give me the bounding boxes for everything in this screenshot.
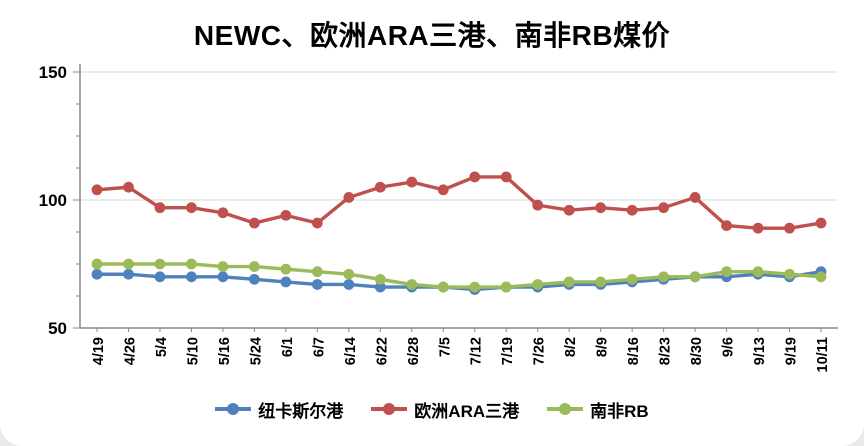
data-point	[469, 171, 481, 183]
data-point	[469, 281, 481, 293]
x-tick-label: 6/7	[311, 337, 327, 357]
data-point	[437, 184, 449, 196]
x-tick-label: 8/16	[626, 337, 642, 365]
data-point	[123, 258, 134, 270]
data-point	[784, 222, 795, 234]
data-point	[343, 268, 355, 280]
legend-item-rb: 南非RB	[547, 397, 649, 422]
data-point	[186, 202, 197, 214]
data-point	[217, 271, 229, 283]
data-point	[563, 276, 575, 288]
data-point	[248, 273, 260, 285]
data-point	[563, 204, 575, 216]
data-point	[815, 217, 827, 229]
legend-item-newcastle: 纽卡斯尔港	[215, 397, 343, 422]
data-point	[374, 181, 386, 193]
data-point	[595, 202, 607, 214]
data-point	[532, 199, 544, 211]
data-point	[689, 192, 701, 203]
series-line-1	[95, 175, 823, 230]
data-point	[186, 258, 197, 270]
legend-marker-newcastle	[215, 403, 252, 415]
x-tick-label: 6/22	[374, 337, 390, 365]
legend-label-newcastle: 纽卡斯尔港	[258, 401, 344, 421]
data-point	[406, 176, 418, 188]
data-point	[311, 279, 323, 290]
data-point	[123, 268, 134, 280]
legend-label-ara: 欧洲ARA三港	[414, 401, 520, 421]
data-point	[626, 273, 638, 285]
x-tick-label: 6/14	[343, 337, 359, 365]
data-point	[500, 281, 512, 293]
legend-marker-ara	[371, 403, 408, 415]
data-point	[311, 266, 323, 278]
data-point	[437, 281, 449, 293]
data-point	[752, 222, 764, 234]
x-tick-label: 7/5	[437, 337, 453, 357]
y-tick-label: 150	[39, 63, 67, 82]
data-point	[500, 171, 512, 183]
data-point	[532, 279, 544, 290]
data-point	[91, 258, 103, 270]
legend: 纽卡斯尔港 欧洲ARA三港 南非RB	[0, 386, 864, 432]
x-tick-label: 8/9	[595, 337, 611, 357]
x-tick-label: 9/6	[721, 337, 737, 357]
x-tick-label: 6/1	[280, 337, 296, 357]
data-point	[154, 202, 166, 214]
data-point	[784, 268, 795, 280]
legend-label-rb: 南非RB	[590, 401, 649, 421]
data-point	[343, 279, 355, 290]
data-point	[815, 271, 827, 283]
data-point	[311, 217, 323, 229]
data-point	[374, 281, 386, 293]
x-tick-label: 7/26	[532, 337, 548, 365]
data-point	[721, 220, 732, 232]
x-tick-label: 7/19	[500, 337, 516, 365]
x-tick-label: 8/2	[563, 337, 579, 357]
data-point	[752, 266, 764, 278]
data-point	[91, 268, 103, 280]
x-tick-label: 9/13	[752, 337, 768, 365]
line-chart: 50 100 150 4/19 4/26 5/4 5/10 5/16 5/24 6/1 6/7 6/1…	[39, 63, 838, 373]
y-tick-label: 50	[48, 319, 67, 338]
x-tick-label: 5/16	[217, 337, 233, 365]
x-tick-label: 6/28	[406, 337, 422, 365]
data-point	[721, 266, 732, 278]
chart-title: NEWC、欧洲ARA三港、南非RB煤价	[193, 20, 671, 51]
data-point	[626, 204, 638, 216]
x-tick-label: 4/26	[122, 337, 138, 365]
x-tick-label: 8/23	[658, 337, 674, 365]
data-point	[658, 202, 670, 214]
data-point	[280, 276, 292, 288]
data-point	[217, 261, 229, 272]
data-point	[406, 279, 418, 290]
data-point	[248, 261, 260, 272]
legend-marker-rb	[547, 403, 584, 415]
data-point	[217, 207, 229, 219]
data-point	[248, 217, 260, 229]
data-point	[186, 271, 197, 283]
data-point	[154, 271, 166, 283]
data-point	[595, 276, 607, 288]
x-tick-label: 8/30	[689, 337, 705, 365]
data-point	[343, 192, 355, 203]
data-point	[280, 209, 292, 221]
x-tick-label: 9/19	[784, 337, 800, 365]
legend-item-ara: 欧洲ARA三港	[371, 397, 519, 422]
x-tick-label: 5/4	[154, 337, 170, 357]
data-point	[280, 263, 292, 275]
data-point	[374, 273, 386, 285]
data-point	[123, 181, 134, 193]
x-tick-label: 10/11	[815, 337, 831, 373]
x-tick-label: 5/10	[185, 337, 201, 365]
x-tick-label: 4/19	[91, 337, 107, 365]
data-point	[154, 258, 166, 270]
data-point	[658, 271, 670, 283]
x-tick-label: 7/12	[469, 337, 485, 365]
data-point	[689, 271, 701, 283]
x-tick-label: 5/24	[248, 337, 264, 365]
y-tick-label: 100	[39, 191, 67, 210]
data-point	[91, 184, 103, 196]
